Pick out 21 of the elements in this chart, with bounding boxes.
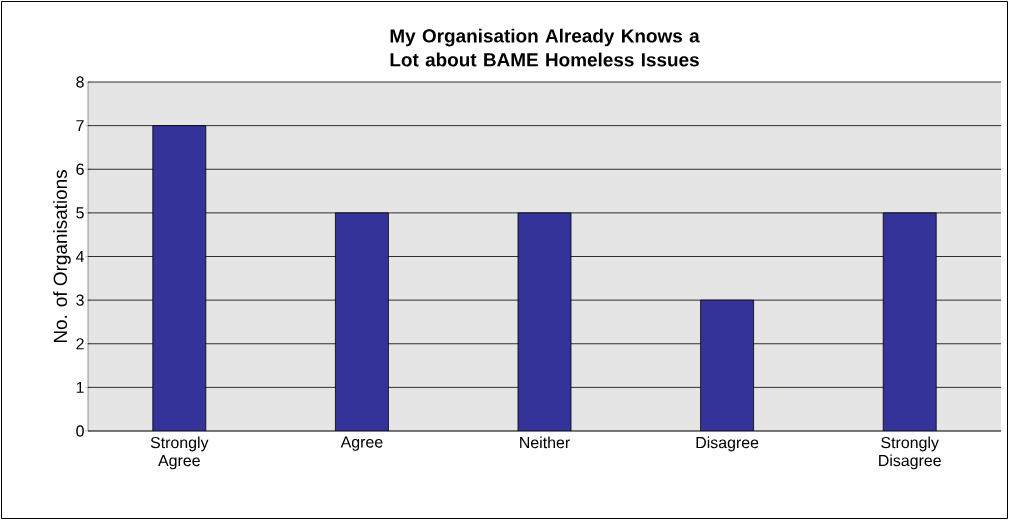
bar (700, 299, 755, 431)
y-tick-label: 6 (76, 163, 84, 175)
bar (152, 125, 207, 431)
x-tick-label: Strongly Disagree (879, 436, 941, 470)
y-tick-label: 5 (76, 207, 84, 219)
x-tick-label: Neither (520, 436, 570, 449)
y-tick-label: 2 (76, 338, 84, 350)
bar (882, 212, 937, 431)
y-tick-label: 7 (76, 120, 84, 132)
y-tick-label: 8 (76, 76, 84, 88)
x-tick-label: Strongly Agree (150, 436, 209, 470)
bar (335, 212, 389, 431)
y-tick-label: 4 (75, 251, 85, 262)
y-tick-label: 0 (76, 425, 84, 437)
y-tick-label: 3 (76, 294, 84, 306)
x-tick-label: Disagree (696, 436, 759, 452)
chart-title: My Organisation Already Knows a Lot about BAME Homeless Issues (390, 28, 700, 67)
y-axis-title: No. of Organisations (53, 170, 71, 343)
y-tick-label: 1 (76, 381, 84, 393)
bar (517, 212, 572, 431)
x-tick-label: Agree (340, 436, 383, 451)
